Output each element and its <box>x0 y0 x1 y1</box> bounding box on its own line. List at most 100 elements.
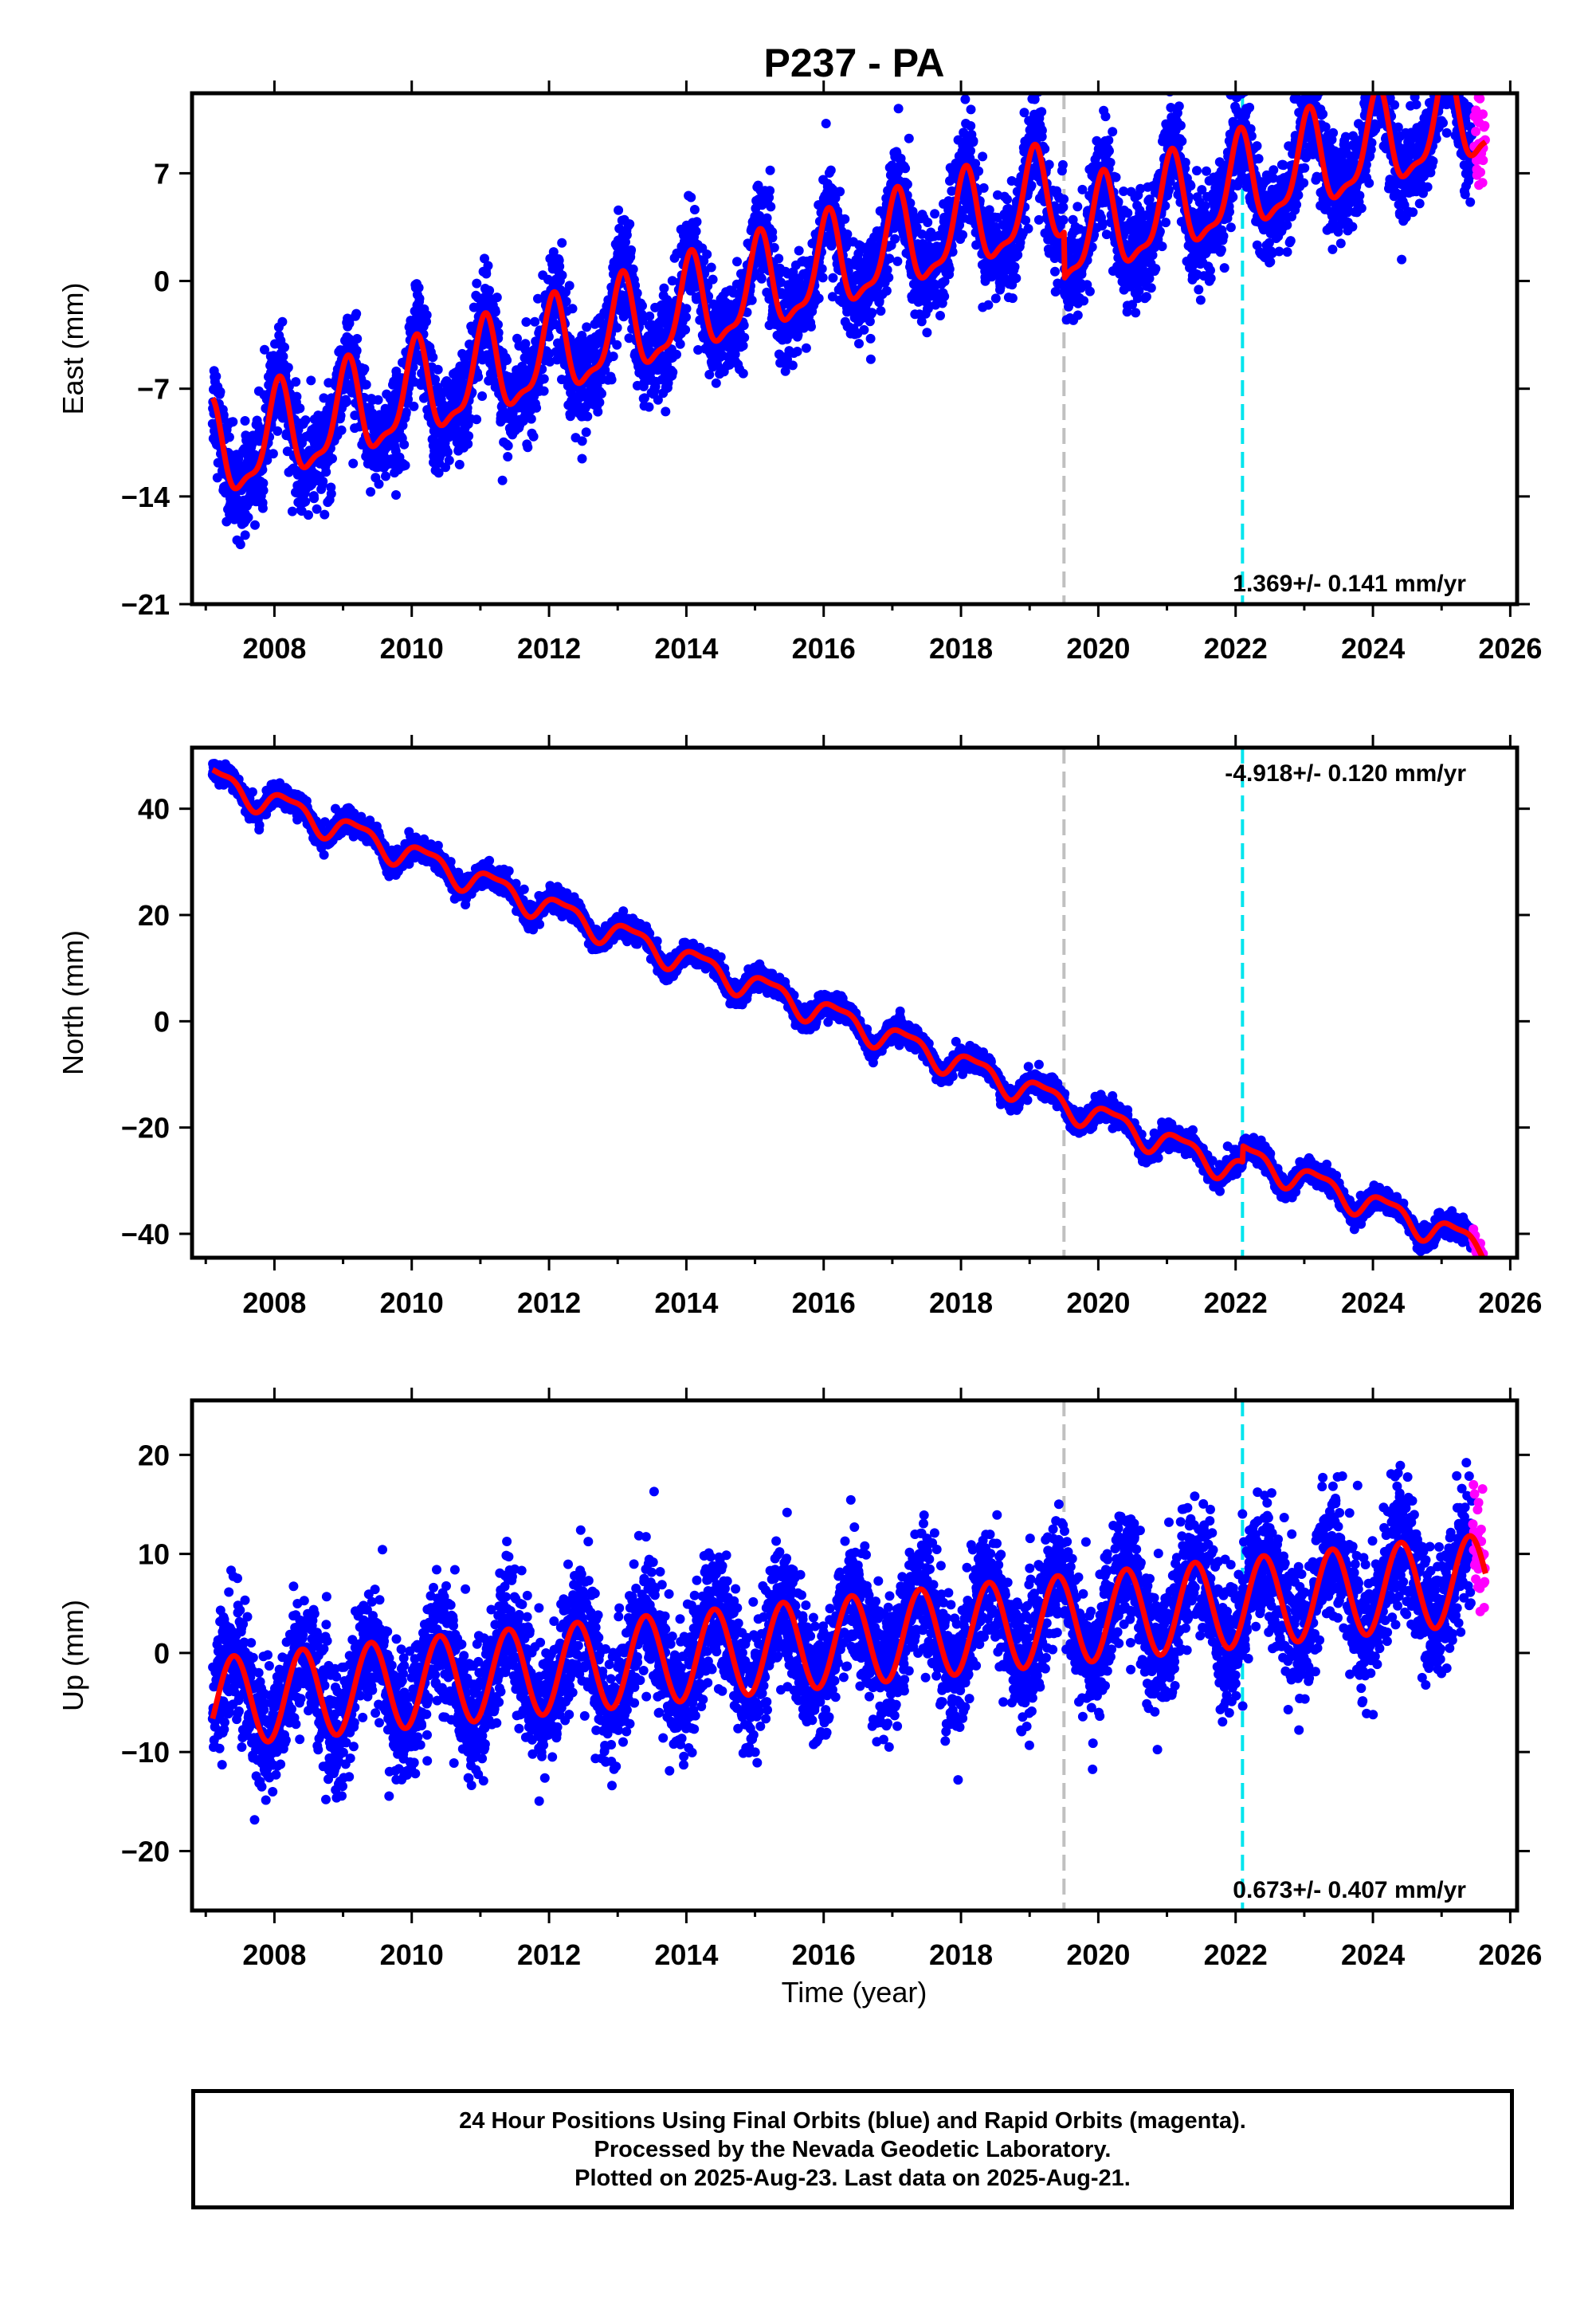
final-orbit-point <box>483 261 493 271</box>
final-orbit-point <box>1111 172 1121 183</box>
final-orbit-point <box>582 322 592 332</box>
final-orbit-point <box>321 467 331 477</box>
final-orbit-point <box>960 94 971 104</box>
final-orbit-point <box>582 411 593 422</box>
plot-area-east <box>207 93 1490 604</box>
final-orbit-point <box>258 478 269 489</box>
final-orbit-point <box>693 345 704 355</box>
final-orbit-point <box>557 270 567 281</box>
final-orbit-point <box>865 354 876 364</box>
final-orbit-point <box>983 300 994 310</box>
final-orbit-point <box>1011 273 1022 284</box>
final-orbit-point <box>1216 245 1226 255</box>
final-orbit-point <box>624 333 634 344</box>
final-orbit-point <box>1019 108 1029 118</box>
final-orbit-point <box>923 218 933 227</box>
final-orbit-point <box>282 446 292 457</box>
final-orbit-point <box>480 253 489 264</box>
final-orbit-point <box>884 273 894 283</box>
final-orbit-point <box>730 349 740 359</box>
final-orbit-point <box>594 397 605 407</box>
final-orbit-point <box>614 223 625 234</box>
final-orbit-point <box>661 406 671 417</box>
final-orbit-point <box>577 454 587 464</box>
final-orbit-point <box>806 321 816 332</box>
final-orbit-point <box>366 487 376 497</box>
final-orbit-point <box>277 316 288 327</box>
final-orbit-point <box>1050 266 1060 277</box>
final-orbit-point <box>492 293 502 303</box>
final-orbit-point <box>876 306 886 316</box>
final-orbit-point <box>1026 180 1037 190</box>
final-orbit-point <box>691 226 701 237</box>
final-orbit-point <box>893 104 904 114</box>
final-orbit-point <box>1079 296 1089 306</box>
final-orbit-point <box>659 283 669 293</box>
final-orbit-point <box>966 121 976 131</box>
final-orbit-point <box>892 256 903 266</box>
final-orbit-point <box>250 520 260 530</box>
final-orbit-point <box>835 187 845 197</box>
final-orbit-point <box>433 468 444 478</box>
final-orbit-point <box>428 352 438 363</box>
final-orbit-point <box>243 512 253 523</box>
final-orbit-point <box>235 540 245 550</box>
final-orbit-point <box>968 135 978 146</box>
final-orbit-point <box>484 285 495 296</box>
final-orbit-point <box>359 363 370 374</box>
final-orbit-point <box>1174 101 1184 112</box>
final-orbit-point <box>240 530 250 540</box>
final-orbit-point <box>732 257 742 267</box>
final-orbit-point <box>433 364 443 375</box>
final-orbit-point <box>533 293 543 304</box>
final-orbit-point <box>1151 264 1161 274</box>
final-orbit-point <box>1131 308 1141 318</box>
final-orbit-point <box>291 377 301 387</box>
final-orbit-point <box>1108 127 1118 137</box>
final-orbit-point <box>1200 201 1210 211</box>
final-orbit-point <box>1037 125 1047 135</box>
final-orbit-point <box>706 262 716 273</box>
final-orbit-point <box>978 151 988 162</box>
final-orbit-point <box>840 214 850 224</box>
final-orbit-point <box>503 441 513 451</box>
final-orbit-point <box>430 375 441 385</box>
final-orbit-point <box>597 388 606 399</box>
final-orbit-point <box>653 395 663 405</box>
final-orbit-point <box>1044 159 1054 170</box>
final-orbit-point <box>626 245 637 255</box>
final-orbit-point <box>738 340 748 351</box>
final-orbit-point <box>530 316 540 327</box>
final-orbit-point <box>1104 146 1114 156</box>
final-orbit-point <box>645 311 655 321</box>
final-orbit-point <box>1225 222 1236 233</box>
panel-east: 2008 2010 2012 2014 2016 2018 2020 2022 2024 2026… <box>57 81 1542 665</box>
final-orbit-point <box>639 393 649 403</box>
final-orbit-point <box>884 253 895 264</box>
final-orbit-point <box>409 401 419 411</box>
final-orbit-point <box>477 391 488 401</box>
final-orbit-point <box>503 452 513 461</box>
final-orbit-point <box>257 503 268 513</box>
final-orbit-point <box>555 261 565 272</box>
final-orbit-point <box>564 281 574 291</box>
final-orbit-point <box>817 264 827 274</box>
final-orbit-point <box>287 506 297 516</box>
final-orbit-point <box>1002 194 1012 205</box>
final-orbit-point <box>628 264 638 274</box>
final-orbit-point <box>414 293 425 304</box>
final-orbit-point <box>1097 218 1108 229</box>
final-orbit-point <box>400 460 410 470</box>
final-orbit-point <box>312 504 322 514</box>
final-orbit-point <box>1021 215 1031 226</box>
final-orbit-point <box>1245 102 1255 112</box>
final-orbit-point <box>935 311 945 320</box>
final-orbit-point <box>637 316 648 326</box>
final-orbit-point <box>224 432 234 442</box>
final-orbit-point <box>644 402 654 412</box>
final-orbit-point <box>774 253 784 264</box>
final-orbit-point <box>1192 166 1202 176</box>
final-orbit-point <box>398 420 408 430</box>
final-orbit-point <box>280 342 289 352</box>
